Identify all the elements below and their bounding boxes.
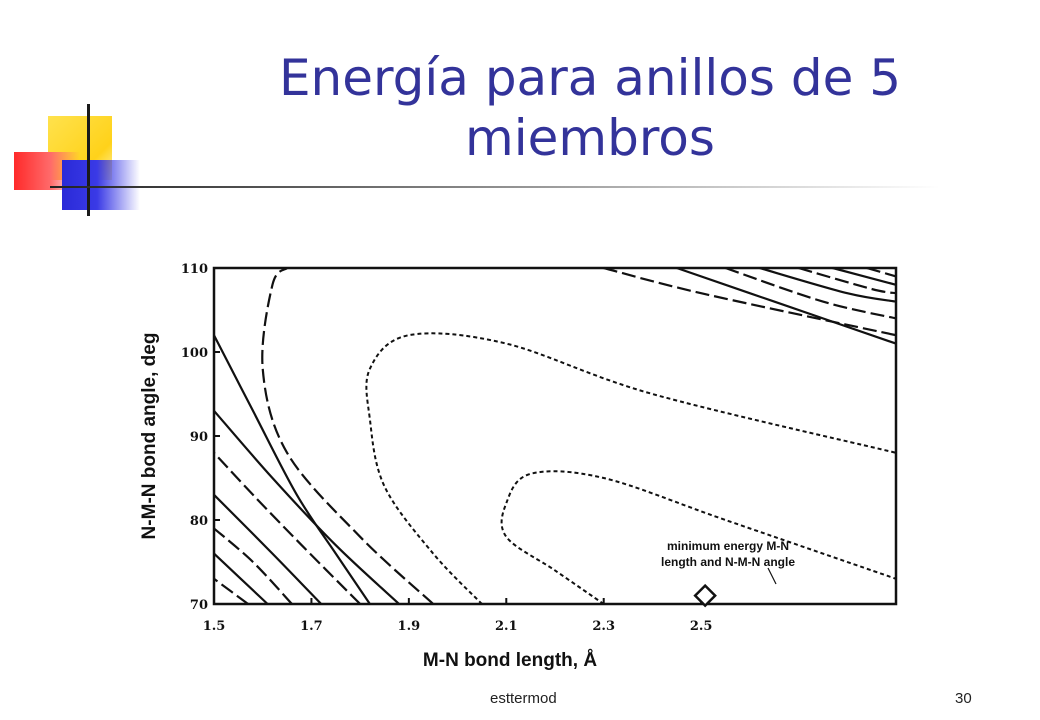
plot-frame <box>212 266 898 606</box>
vertical-rule-decoration <box>87 104 90 216</box>
horizontal-rule-decoration <box>50 186 940 188</box>
x-tick-label: 1.7 <box>300 619 323 634</box>
y-tick-label: 100 <box>181 346 208 361</box>
contour-line <box>213 410 400 605</box>
slide-footer: esttermod <box>490 690 557 707</box>
annotation-line-2: length and N-M-N angle <box>661 555 795 569</box>
x-tick-label: 2.3 <box>592 619 615 634</box>
y-tick-label: 110 <box>181 262 208 277</box>
contour-line <box>213 577 249 605</box>
contour-line <box>213 527 293 605</box>
contour-line <box>603 266 897 337</box>
y-tick-label: 70 <box>190 598 208 613</box>
contour-lines <box>213 266 897 605</box>
contour-line <box>866 266 897 278</box>
contour-line <box>213 452 361 605</box>
contour-line <box>213 334 371 605</box>
contour-line <box>725 266 897 320</box>
contour-line <box>500 470 897 605</box>
y-axis-label: N-M-N bond angle, deg <box>139 333 160 540</box>
annotation-leader <box>767 567 777 585</box>
contour-line <box>213 552 269 605</box>
x-axis-label: M-N bond length, Å <box>423 650 597 671</box>
x-axis-ticks: 1.5 1.7 1.9 2.1 2.3 2.5 <box>203 598 713 634</box>
contour-line <box>798 266 897 295</box>
x-tick-label: 2.5 <box>690 619 713 634</box>
slide-title: Energía para anillos de 5 miembros <box>278 49 902 167</box>
contour-line <box>676 266 897 345</box>
contour-line <box>832 266 897 286</box>
contour-line <box>261 267 434 605</box>
x-tick-label: 2.1 <box>495 619 518 634</box>
contour-line <box>759 266 897 303</box>
blue-bar-decoration <box>62 160 140 210</box>
x-tick-label: 1.5 <box>203 619 226 634</box>
contour-line <box>365 332 897 605</box>
y-tick-label: 80 <box>190 514 208 529</box>
annotation-line-1: minimum energy M-N <box>667 539 789 553</box>
y-axis-ticks: 70 80 90 100 110 <box>181 262 220 613</box>
page-number: 30 <box>955 690 972 707</box>
y-tick-label: 90 <box>190 430 208 445</box>
x-tick-label: 1.9 <box>398 619 421 634</box>
contour-line <box>213 494 322 605</box>
minimum-energy-marker <box>693 583 717 608</box>
